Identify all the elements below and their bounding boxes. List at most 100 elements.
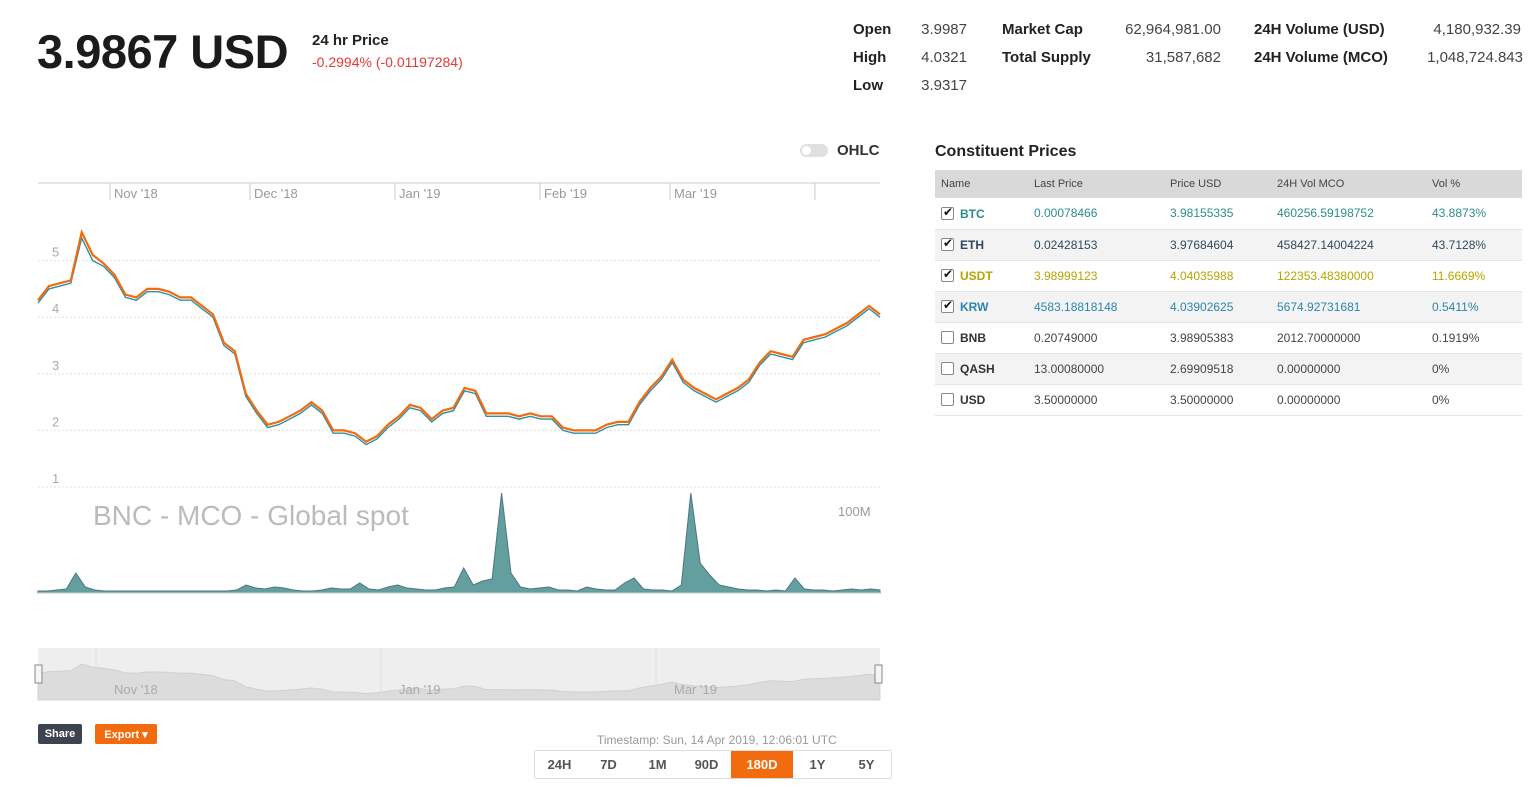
name-cell: BTC xyxy=(935,198,1028,230)
name-cell: ETH xyxy=(935,229,1028,261)
include-checkbox[interactable] xyxy=(941,267,954,283)
table-row: ETH 0.024281533.97684604458427.1400422443… xyxy=(935,229,1522,261)
include-checkbox[interactable] xyxy=(941,205,954,221)
high-label: High xyxy=(853,49,887,66)
symbol: BTC xyxy=(960,206,985,221)
navigator-right-handle[interactable] xyxy=(874,664,883,684)
symbol: ETH xyxy=(960,237,984,252)
price-series-line xyxy=(37,229,881,443)
volume-percent: 0% xyxy=(1426,353,1522,385)
last-price: 13.00080000 xyxy=(1028,353,1164,385)
volume-usd-value: 4,180,932.39 xyxy=(1433,21,1521,38)
table-row: KRW 4583.188181484.039026255674.927316810… xyxy=(935,291,1522,323)
volume-usd-label: 24H Volume (USD) xyxy=(1254,21,1385,38)
column-header[interactable]: 24H Vol MCO xyxy=(1271,170,1426,198)
price-usd: 4.03902625 xyxy=(1164,291,1271,323)
total-supply-label: Total Supply xyxy=(1002,49,1091,66)
price-usd: 3.50000000 xyxy=(1164,384,1271,416)
chart-watermark: BNC - MCO - Global spot xyxy=(93,500,409,531)
column-header[interactable]: Last Price xyxy=(1028,170,1164,198)
low-value: 3.9317 xyxy=(921,77,967,94)
price-usd: 3.97684604 xyxy=(1164,229,1271,261)
y-tick-label: 5 xyxy=(52,245,59,260)
symbol: USD xyxy=(960,392,986,407)
range-90d[interactable]: 90D xyxy=(682,751,731,778)
navigator-area xyxy=(37,663,881,701)
table-row: USDT 3.989991234.04035988122353.483800001… xyxy=(935,260,1522,292)
last-price: 0.02428153 xyxy=(1028,229,1164,261)
price-usd: 3.98155335 xyxy=(1164,198,1271,230)
range-selector: 24H 7D 1M 90D 180D 1Y 5Y xyxy=(534,750,892,779)
volume: 458427.14004224 xyxy=(1271,229,1426,261)
name-cell: USD xyxy=(935,384,1028,416)
share-button[interactable]: Share xyxy=(38,724,82,744)
symbol: BNB xyxy=(960,330,986,345)
ohlc-toggle[interactable]: OHLC xyxy=(800,142,880,159)
volume-percent: 0.5411% xyxy=(1426,291,1522,323)
range-1m[interactable]: 1M xyxy=(633,751,682,778)
high-value: 4.0321 xyxy=(921,49,967,66)
range-24h[interactable]: 24H xyxy=(535,751,584,778)
range-180d[interactable]: 180D xyxy=(731,751,793,778)
symbol: KRW xyxy=(960,299,989,314)
volume-mco-value: 1,048,724.843 xyxy=(1427,49,1523,66)
toggle-switch[interactable] xyxy=(800,144,828,157)
last-price: 0.00078466 xyxy=(1028,198,1164,230)
volume: 460256.59198752 xyxy=(1271,198,1426,230)
y-tick-label: 2 xyxy=(52,414,59,429)
volume: 2012.70000000 xyxy=(1271,322,1426,354)
price-usd: 2.69909518 xyxy=(1164,353,1271,385)
include-checkbox[interactable] xyxy=(941,236,954,252)
y-tick-label: 3 xyxy=(52,358,59,373)
ohlc-label: OHLC xyxy=(837,142,880,159)
include-checkbox[interactable] xyxy=(941,331,954,345)
low-label: Low xyxy=(853,77,883,94)
column-header[interactable]: Price USD xyxy=(1164,170,1271,198)
last-price: 4583.18818148 xyxy=(1028,291,1164,323)
include-checkbox[interactable] xyxy=(941,362,954,376)
column-header[interactable]: Vol % xyxy=(1426,170,1522,198)
range-7d[interactable]: 7D xyxy=(584,751,633,778)
navigator-label: Nov '18 xyxy=(114,682,158,697)
navigator-label: Jan '19 xyxy=(399,682,441,697)
column-header[interactable]: Name xyxy=(935,170,1028,198)
volume-percent: 11.6669% xyxy=(1426,260,1522,292)
x-tick-label: Dec '18 xyxy=(254,186,298,201)
y-tick-label: 1 xyxy=(52,471,59,486)
name-cell: USDT xyxy=(935,260,1028,292)
export-button[interactable]: Export ▾ xyxy=(95,724,157,744)
navigator-label: Mar '19 xyxy=(674,682,717,697)
include-checkbox[interactable] xyxy=(941,298,954,314)
range-5y[interactable]: 5Y xyxy=(842,751,891,778)
price-series-line xyxy=(37,235,881,446)
price-chart[interactable]: Nov '18 Dec '18 Jan '19 Feb '19 Mar '19 1 2 3 4 5… xyxy=(0,160,900,710)
price-change: -0.2994% (-0.01197284) xyxy=(312,54,463,70)
table-header: Name Last Price Price USD 24H Vol MCO Vol % xyxy=(935,170,1522,198)
volume-percent: 43.8873% xyxy=(1426,198,1522,230)
range-1y[interactable]: 1Y xyxy=(793,751,842,778)
y-tick-label: 4 xyxy=(52,301,59,316)
constituent-prices-table: Name Last Price Price USD 24H Vol MCO Vol % … xyxy=(935,170,1522,416)
name-cell: KRW xyxy=(935,291,1028,323)
current-price: 3.9867 USD xyxy=(37,25,289,78)
navigator-left-handle[interactable] xyxy=(34,664,43,684)
name-cell: BNB xyxy=(935,322,1028,354)
table-row: QASH 13.00080000 2.69909518 0.00000000 0% xyxy=(935,353,1522,385)
include-checkbox[interactable] xyxy=(941,393,954,407)
price-usd: 3.98905383 xyxy=(1164,322,1271,354)
volume-area xyxy=(37,492,881,594)
timestamp: Timestamp: Sun, 14 Apr 2019, 12:06:01 UT… xyxy=(597,733,837,747)
last-price: 3.50000000 xyxy=(1028,384,1164,416)
table-row: USD 3.50000000 3.50000000 0.00000000 0% xyxy=(935,384,1522,416)
x-tick-label: Mar '19 xyxy=(674,186,717,201)
open-value: 3.9987 xyxy=(921,21,967,38)
volume-mco-label: 24H Volume (MCO) xyxy=(1254,49,1388,66)
name-cell: QASH xyxy=(935,353,1028,385)
price-usd: 4.04035988 xyxy=(1164,260,1271,292)
symbol: USDT xyxy=(960,268,993,283)
open-label: Open xyxy=(853,21,892,38)
table-row: BTC 0.000784663.98155335460256.5919875243… xyxy=(935,198,1522,230)
x-tick-label: Feb '19 xyxy=(544,186,587,201)
volume: 122353.48380000 xyxy=(1271,260,1426,292)
constituent-prices-title: Constituent Prices xyxy=(935,143,1077,160)
